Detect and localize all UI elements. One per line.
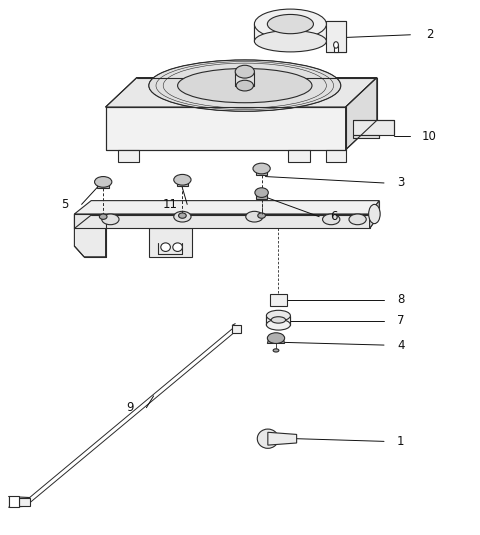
- Ellipse shape: [235, 65, 254, 78]
- Polygon shape: [74, 201, 379, 214]
- Ellipse shape: [99, 214, 107, 219]
- Ellipse shape: [349, 214, 366, 225]
- Ellipse shape: [323, 214, 340, 225]
- Polygon shape: [256, 193, 267, 199]
- Ellipse shape: [253, 163, 270, 174]
- Bar: [19, 498, 30, 506]
- Polygon shape: [326, 150, 346, 162]
- Ellipse shape: [254, 9, 326, 39]
- Polygon shape: [74, 214, 370, 228]
- Polygon shape: [334, 45, 338, 52]
- Text: 8: 8: [397, 293, 405, 306]
- Ellipse shape: [246, 211, 263, 222]
- Ellipse shape: [102, 214, 119, 225]
- Polygon shape: [74, 214, 106, 257]
- Ellipse shape: [174, 174, 191, 185]
- Text: 4: 4: [397, 339, 405, 351]
- Polygon shape: [346, 78, 377, 150]
- Polygon shape: [97, 182, 109, 188]
- Polygon shape: [118, 150, 139, 162]
- Polygon shape: [288, 150, 310, 162]
- Polygon shape: [267, 338, 285, 343]
- Ellipse shape: [267, 333, 285, 343]
- Polygon shape: [256, 169, 267, 175]
- Text: 1: 1: [397, 435, 405, 448]
- Polygon shape: [254, 24, 326, 41]
- Ellipse shape: [273, 349, 279, 352]
- Text: 9: 9: [126, 401, 133, 414]
- Polygon shape: [106, 107, 346, 150]
- Ellipse shape: [257, 429, 278, 448]
- Text: 11: 11: [163, 198, 178, 211]
- Ellipse shape: [369, 204, 380, 224]
- Ellipse shape: [266, 310, 290, 321]
- Text: 6: 6: [330, 210, 337, 223]
- Ellipse shape: [149, 60, 341, 111]
- Text: 2: 2: [426, 28, 433, 41]
- Bar: [232, 325, 241, 333]
- Polygon shape: [177, 180, 188, 186]
- Polygon shape: [268, 432, 297, 445]
- Ellipse shape: [236, 80, 253, 91]
- Ellipse shape: [334, 42, 338, 48]
- Polygon shape: [106, 78, 377, 107]
- Polygon shape: [266, 316, 290, 325]
- Ellipse shape: [95, 177, 112, 187]
- Text: 10: 10: [422, 130, 437, 143]
- Ellipse shape: [255, 188, 268, 197]
- Polygon shape: [370, 201, 379, 228]
- Ellipse shape: [161, 243, 170, 251]
- Ellipse shape: [267, 14, 313, 34]
- Ellipse shape: [179, 213, 186, 218]
- Polygon shape: [353, 135, 379, 138]
- Ellipse shape: [258, 213, 265, 218]
- Ellipse shape: [174, 211, 191, 222]
- Ellipse shape: [254, 30, 326, 52]
- Ellipse shape: [271, 317, 286, 323]
- Polygon shape: [149, 228, 192, 257]
- Ellipse shape: [266, 319, 290, 330]
- Ellipse shape: [173, 243, 182, 251]
- Bar: [270, 294, 287, 306]
- Ellipse shape: [178, 68, 312, 103]
- Polygon shape: [353, 120, 394, 135]
- Text: 3: 3: [397, 177, 405, 189]
- Bar: [9, 496, 19, 507]
- Text: 7: 7: [397, 315, 405, 327]
- Text: 5: 5: [61, 198, 69, 211]
- Bar: [235, 72, 254, 86]
- Polygon shape: [326, 21, 346, 52]
